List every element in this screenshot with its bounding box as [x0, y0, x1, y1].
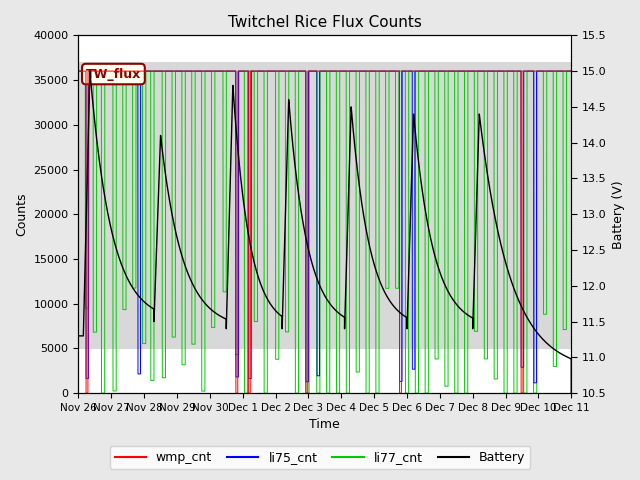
Legend: wmp_cnt, li75_cnt, li77_cnt, Battery: wmp_cnt, li75_cnt, li77_cnt, Battery — [109, 446, 531, 469]
Title: Twitchel Rice Flux Counts: Twitchel Rice Flux Counts — [228, 15, 422, 30]
X-axis label: Time: Time — [310, 419, 340, 432]
Bar — [79, 62, 572, 348]
Y-axis label: Battery (V): Battery (V) — [612, 180, 625, 249]
Text: TW_flux: TW_flux — [86, 68, 141, 81]
Y-axis label: Counts: Counts — [15, 192, 28, 236]
